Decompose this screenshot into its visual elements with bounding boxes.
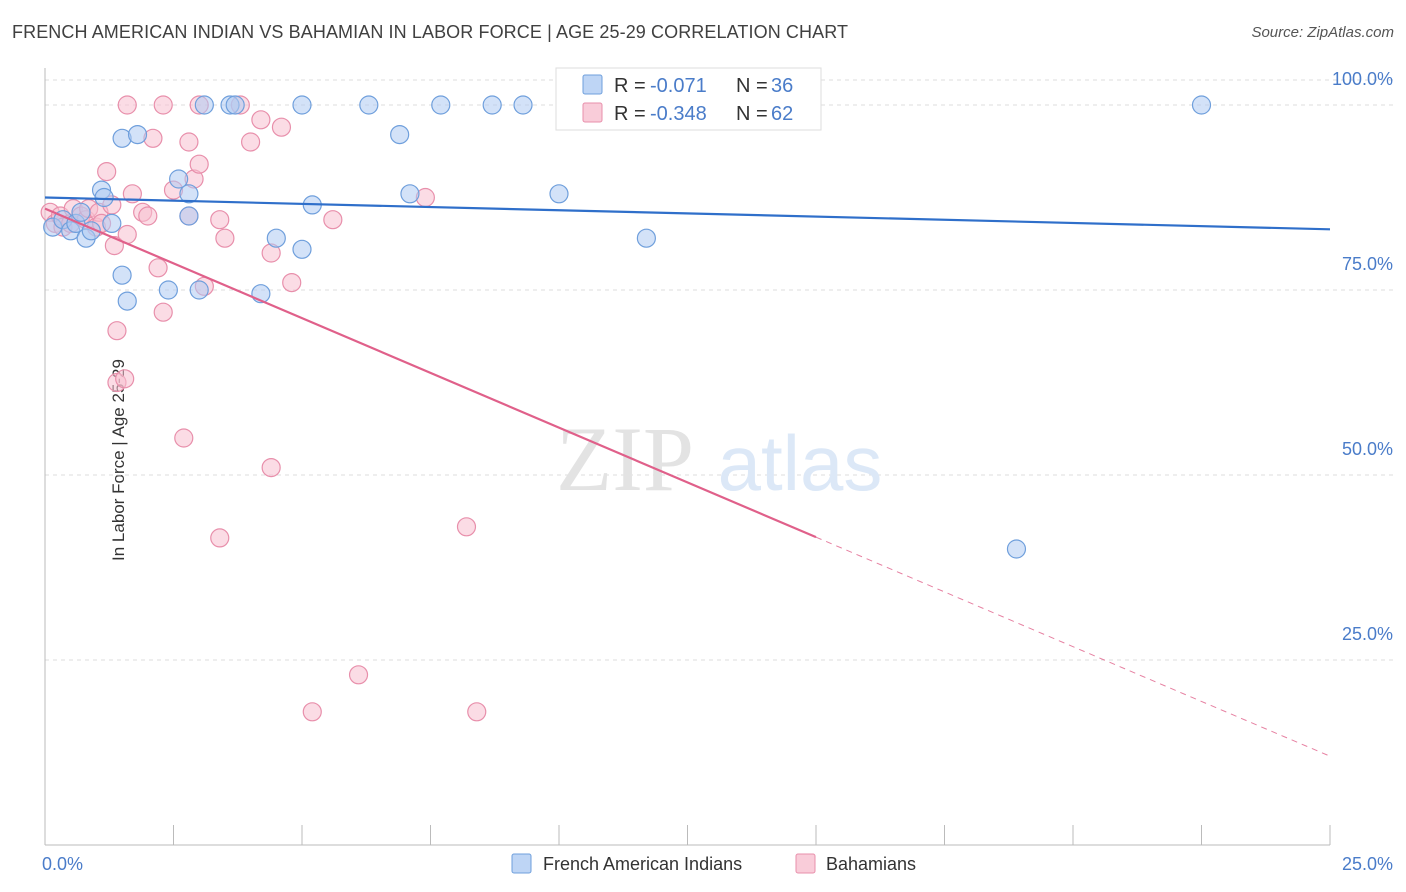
pink-point [189, 154, 209, 174]
pink-point [456, 517, 477, 537]
pink-trend-extension [815, 536, 1331, 757]
bottom-legend-label: French American Indians [543, 854, 742, 874]
pink-point [323, 210, 343, 230]
blue-point [549, 184, 569, 204]
blue-point [390, 125, 410, 145]
pink-trend-line [44, 207, 817, 539]
y-tick-label: 100.0% [1332, 69, 1393, 89]
pink-point [241, 132, 261, 152]
legend-n-label: N = [736, 103, 768, 125]
y-tick-label: 75.0% [1342, 254, 1393, 274]
blue-point [179, 206, 199, 226]
pink-point [282, 273, 302, 293]
x-tick-label: 25.0% [1342, 854, 1393, 874]
chart-title: FRENCH AMERICAN INDIAN VS BAHAMIAN IN LA… [12, 22, 849, 42]
legend-swatch-pink [582, 102, 603, 123]
blue-point [189, 280, 209, 300]
pink-point [210, 528, 230, 548]
y-tick-label: 50.0% [1342, 439, 1393, 459]
pink-point [271, 117, 292, 137]
pink-point [179, 132, 199, 152]
blue-point [112, 265, 132, 285]
blue-point [71, 202, 91, 222]
blue-point [636, 228, 656, 248]
grid [45, 79, 1395, 661]
blue-trend-line [44, 196, 1331, 231]
blue-point [431, 95, 451, 115]
blue-point [1006, 539, 1027, 559]
pink-point [115, 369, 135, 389]
blue-point [94, 187, 114, 208]
legend: R = -0.071 N = 36 R = -0.348 N = 62 [555, 67, 822, 131]
pink-point [153, 95, 173, 115]
x-tick-label: 0.0% [42, 854, 83, 874]
pink-point [302, 702, 322, 722]
blue-point [292, 239, 312, 259]
watermark-atlas: atlas [718, 419, 883, 507]
bottom-legend-label: Bahamians [826, 854, 916, 874]
source-credit: Source: ZipAtlas.com [1251, 24, 1394, 41]
watermark: ZIP atlas [556, 408, 882, 510]
pink-point [107, 321, 127, 341]
pink-point [97, 162, 117, 182]
y-tick-label: 25.0% [1342, 624, 1393, 644]
blue-point [158, 280, 178, 300]
legend-n-value: 36 [771, 75, 793, 97]
legend-r-value: -0.071 [650, 75, 707, 97]
blue-point [400, 184, 420, 204]
blue-point [266, 228, 286, 248]
legend-n-label: N = [736, 75, 768, 97]
bottom-legend-swatch-blue [511, 853, 532, 874]
blue-point [513, 95, 533, 115]
blue-point [117, 291, 137, 311]
legend-r-label: R = [614, 75, 646, 97]
pink-point [122, 184, 142, 204]
blue-point [225, 95, 245, 115]
bottom-legend-swatch-pink [795, 853, 816, 874]
blue-point [169, 169, 189, 189]
pink-point [148, 258, 168, 278]
legend-r-value: -0.348 [650, 103, 707, 125]
legend-n-value: 62 [771, 103, 793, 125]
blue-point [194, 95, 214, 115]
pink-point [153, 302, 173, 322]
pink-point [251, 110, 271, 130]
legend-swatch-blue [582, 74, 603, 95]
watermark-zip: ZIP [556, 408, 694, 510]
pink-point [210, 210, 230, 230]
pink-point [174, 428, 194, 448]
blue-point [1191, 95, 1212, 115]
blue-point [179, 184, 199, 204]
blue-point [102, 213, 122, 233]
blue-point [292, 95, 312, 115]
tick-labels: 25.0% 50.0% 75.0% 100.0% 0.0% 25.0% [42, 69, 1393, 874]
pink-point [117, 95, 137, 115]
blue-point [359, 95, 379, 115]
trend-lines [44, 196, 1331, 757]
pink-point [467, 702, 487, 722]
blue-point [127, 125, 148, 145]
bottom-legend: French American Indians Bahamians [511, 853, 916, 874]
blue-point [482, 95, 502, 115]
pink-point [261, 458, 281, 478]
pink-point [138, 206, 158, 226]
pink-point [348, 665, 369, 685]
pink-point [215, 228, 235, 248]
legend-r-label: R = [614, 103, 646, 125]
